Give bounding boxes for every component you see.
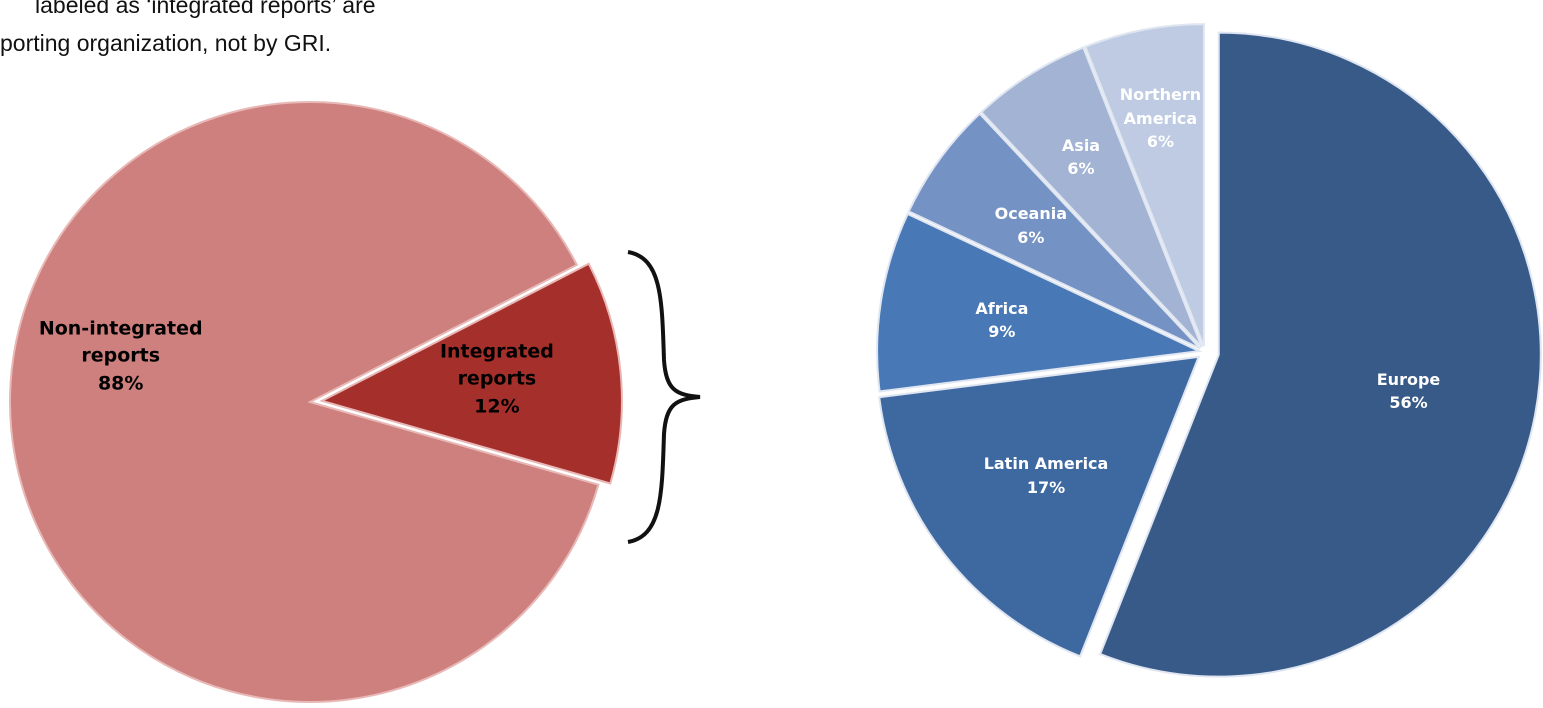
slice-value: 17% bbox=[1026, 477, 1066, 497]
slice-label: Oceania 6% bbox=[981, 202, 1081, 248]
pie-slice bbox=[876, 212, 1203, 393]
slice-label: Northern America 6% bbox=[1110, 84, 1210, 154]
pie-slice bbox=[319, 262, 623, 485]
brace bbox=[627, 250, 701, 544]
pie-slice bbox=[1084, 23, 1205, 347]
slice-value: 56% bbox=[1389, 392, 1428, 412]
slice-category: Latin America bbox=[983, 454, 1109, 474]
slice-value: 88% bbox=[97, 372, 144, 395]
pie-slice bbox=[907, 112, 1201, 350]
pie-slice bbox=[9, 101, 600, 703]
note-line: porting organization, not by GRI. bbox=[0, 30, 332, 56]
slice-label: Latin America 17% bbox=[966, 452, 1126, 498]
slice-value: 6% bbox=[1067, 158, 1095, 178]
pie-slice bbox=[1098, 31, 1542, 678]
slice-value: 12% bbox=[474, 395, 520, 418]
slice-category: Asia bbox=[1061, 135, 1101, 155]
slice-category: Europe bbox=[1376, 369, 1441, 389]
pie-slice bbox=[878, 355, 1201, 658]
slice-category: Oceania bbox=[994, 204, 1068, 224]
slice-label: Europe 56% bbox=[1349, 368, 1469, 414]
slice-category: Non-integrated reports bbox=[38, 317, 203, 367]
slice-category: Northern America bbox=[1119, 85, 1202, 128]
slice-value: 6% bbox=[1146, 131, 1174, 151]
slice-label: Non-integrated reports 88% bbox=[16, 315, 226, 398]
slice-value: 9% bbox=[988, 321, 1016, 341]
slice-category: Integrated reports bbox=[439, 340, 554, 390]
note-line: labeled as ‘integrated reports’ are bbox=[35, 0, 376, 18]
slice-label: Asia 6% bbox=[1046, 133, 1116, 179]
pie-slice bbox=[979, 46, 1203, 348]
slice-category: Africa bbox=[975, 298, 1029, 318]
slice-label: Africa 9% bbox=[957, 297, 1047, 343]
slice-value: 6% bbox=[1017, 227, 1045, 247]
slice-label: Integrated reports 12% bbox=[422, 338, 572, 421]
